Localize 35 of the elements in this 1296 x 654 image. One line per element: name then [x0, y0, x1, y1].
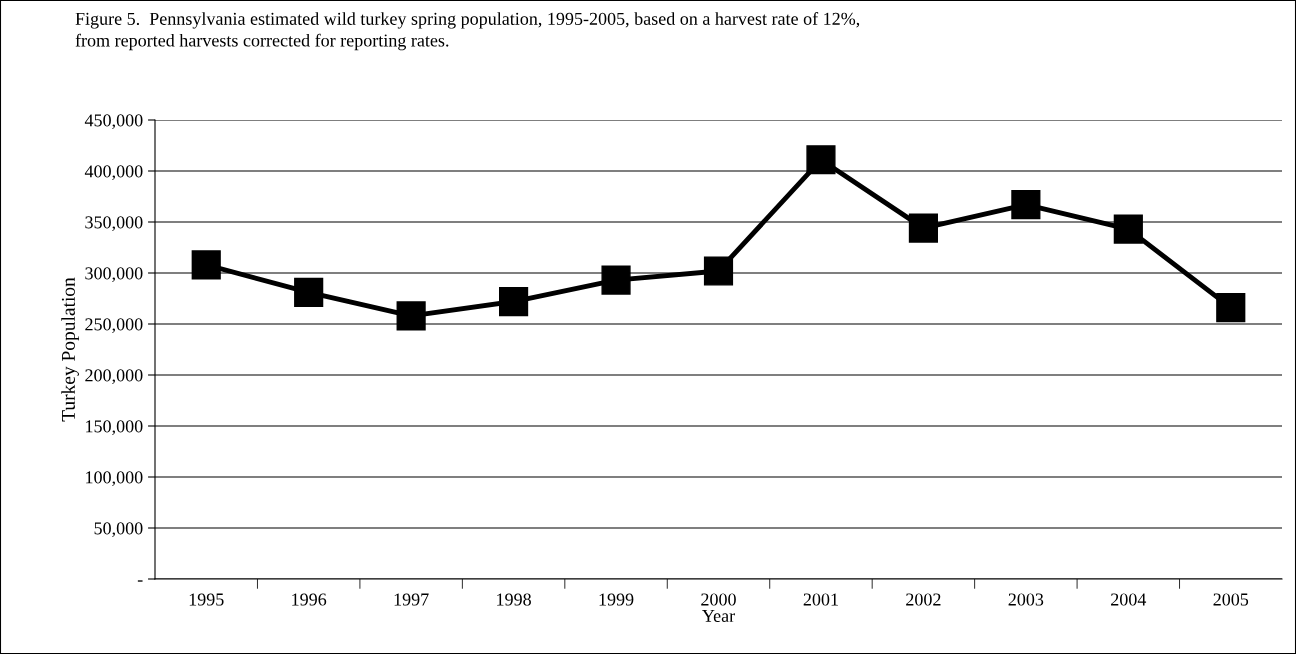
y-tick-label: 400,000 — [84, 165, 143, 181]
chart-title: Figure 5. Pennsylvania estimated wild turkey spring population, 1995-2005, based on a harvest rate of 12%, from reported harvests corrected for reporting rates. — [75, 12, 860, 51]
point — [1113, 214, 1143, 244]
y-tick-label: 200,000 — [85, 369, 143, 385]
x-tick-label: 1995 — [189, 593, 224, 606]
x-tick-label: 2001 — [803, 593, 838, 606]
x-tick-label: 1998 — [497, 593, 531, 606]
x-tick-label: 2005 — [1213, 593, 1249, 606]
y-tick-label: 300,000 — [85, 267, 143, 283]
y-tick-label: 50,000 — [94, 522, 143, 538]
point — [294, 277, 324, 307]
x-tick-label: 2003 — [1008, 593, 1044, 606]
y-tick-label: - — [137, 580, 143, 582]
x-axis-title: Year — [702, 609, 735, 622]
x-tick-label: 2000 — [701, 593, 736, 606]
point — [601, 265, 631, 295]
y-tick-label: 350,000 — [85, 216, 143, 232]
x-tick-label: 1996 — [292, 593, 327, 606]
x-tick-label: 2004 — [1111, 593, 1147, 606]
point — [191, 250, 221, 280]
point — [499, 286, 529, 317]
y-tick-label: 250,000 — [85, 318, 143, 334]
y-tick-label: 450,000 — [84, 114, 143, 130]
x-tick-label: 1997 — [394, 593, 429, 606]
point — [908, 213, 938, 243]
point — [1011, 190, 1041, 220]
point — [396, 301, 426, 331]
x-tick-label: 2002 — [906, 593, 941, 606]
y-tick-label: 100,000 — [86, 471, 143, 487]
y-tick-label: 150,000 — [86, 420, 143, 436]
point — [1216, 293, 1246, 323]
y-axis-title: Turkey Population — [61, 277, 79, 422]
point — [703, 256, 734, 286]
x-tick-label: 1999 — [599, 593, 634, 606]
point — [806, 145, 836, 175]
